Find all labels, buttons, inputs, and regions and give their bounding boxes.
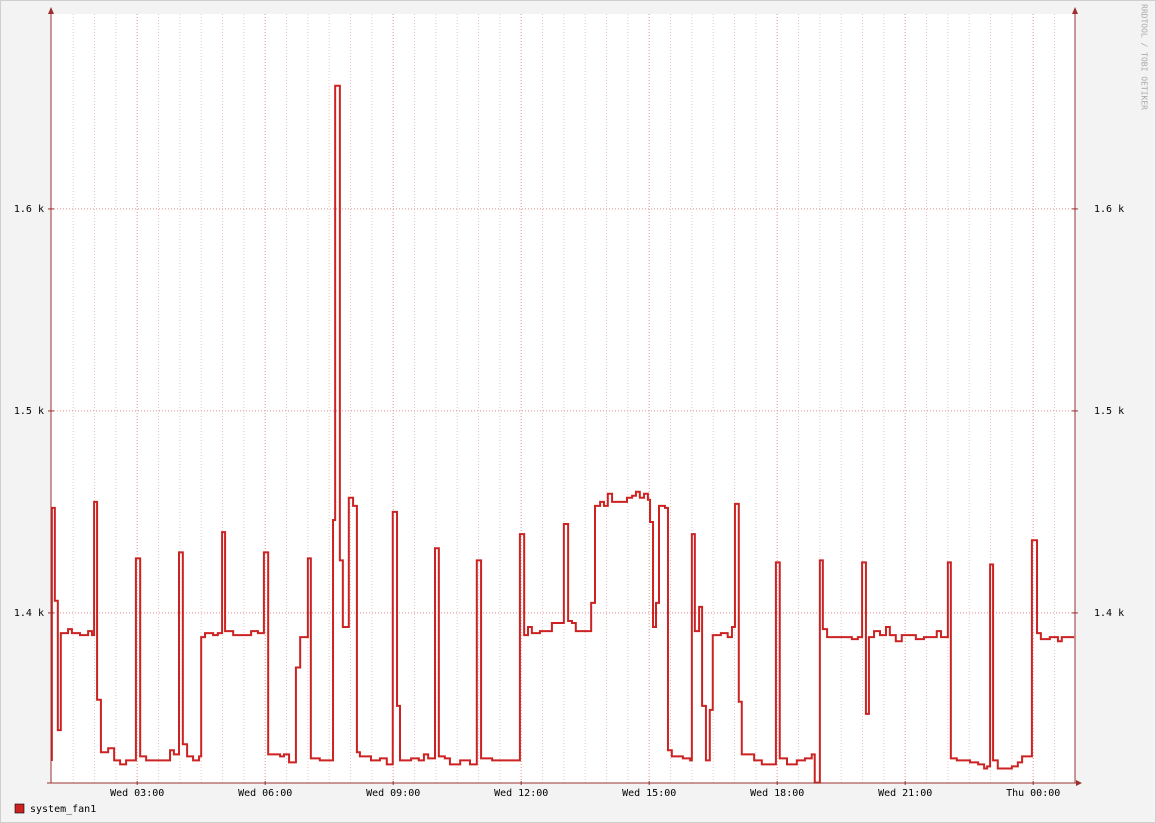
legend-label: system_fan1 bbox=[30, 804, 96, 815]
plot-area bbox=[51, 14, 1075, 783]
y-tick-label: 1.4 k bbox=[14, 608, 44, 619]
x-tick-label: Wed 15:00 bbox=[622, 788, 676, 799]
x-tick-label: Thu 00:00 bbox=[1006, 788, 1060, 799]
y-tick-label: 1.6 k bbox=[14, 204, 44, 215]
x-tick-label: Wed 18:00 bbox=[750, 788, 804, 799]
y2-tick-label: 1.6 k bbox=[1094, 204, 1124, 215]
y2-tick-label: 1.5 k bbox=[1094, 406, 1124, 417]
legend-swatch bbox=[14, 803, 25, 814]
x-tick-label: Wed 03:00 bbox=[110, 788, 164, 799]
marks bbox=[50, 84, 1075, 784]
series-line bbox=[50, 84, 1075, 784]
grid bbox=[51, 14, 1075, 783]
x-tick-label: Wed 06:00 bbox=[238, 788, 292, 799]
y2-tick-label: 1.4 k bbox=[1094, 608, 1124, 619]
x-tick-label: Wed 21:00 bbox=[878, 788, 932, 799]
x-tick-label: Wed 12:00 bbox=[494, 788, 548, 799]
x-tick-label: Wed 09:00 bbox=[366, 788, 420, 799]
y-tick-label: 1.5 k bbox=[14, 406, 44, 417]
watermark: RRDTOOL / TOBI OETIKER bbox=[1140, 4, 1149, 110]
axes bbox=[47, 7, 1082, 786]
